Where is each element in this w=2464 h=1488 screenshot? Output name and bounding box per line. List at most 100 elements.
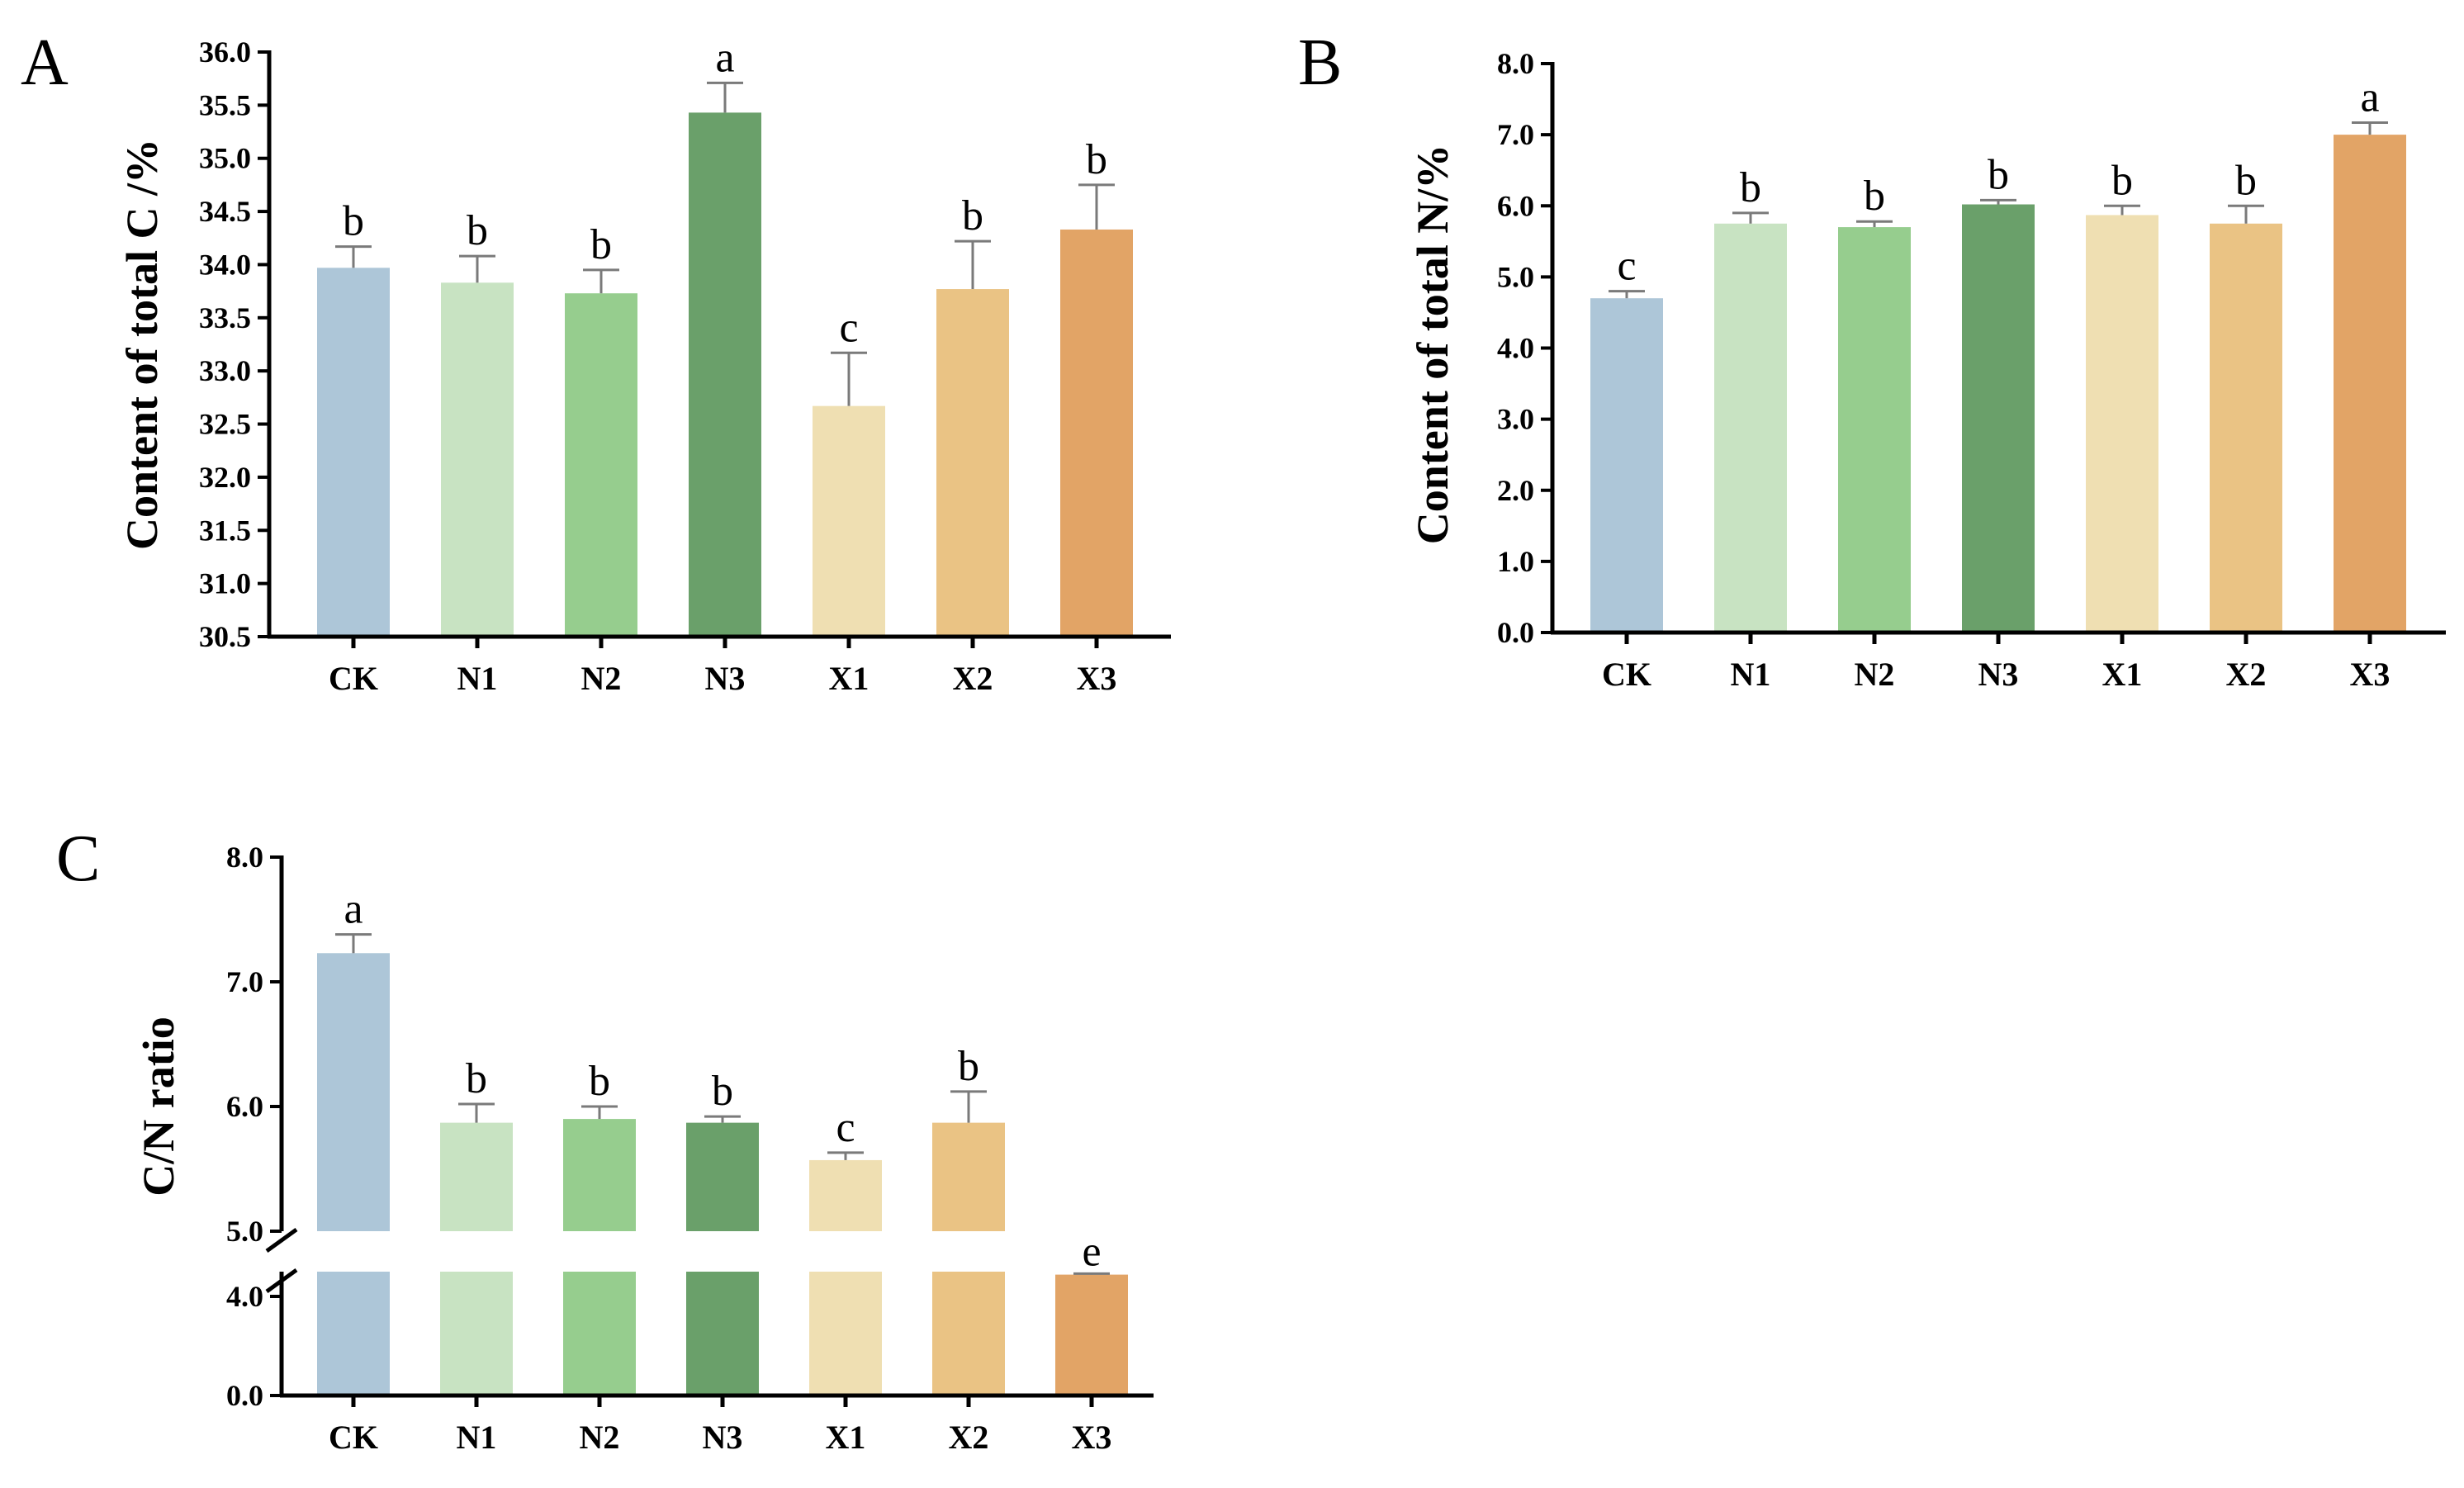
panel-a-xtick-label-0: CK — [329, 660, 378, 697]
panel-b-bar-1 — [1714, 223, 1787, 633]
panel-a-ylabel: Content of total C /% — [117, 139, 167, 550]
panel-b-sig-letter-4: b — [2111, 157, 2133, 204]
panel-a-xtick-label-2: N2 — [581, 660, 622, 697]
panel-a-xtick-label-4: X1 — [829, 660, 870, 697]
panel-c-sig-letter-5: b — [958, 1043, 979, 1090]
panel-b-ytick-label-6: 6.0 — [1497, 189, 1534, 222]
panel-c-bar-lower-2 — [563, 1272, 636, 1396]
panel-c-ytick-label-1: 4.0 — [226, 1280, 263, 1313]
panel-a-sig-letter-3: a — [715, 34, 734, 81]
panel-b-bar-4 — [2086, 215, 2158, 633]
panel-b-xtick-label-6: X3 — [2350, 656, 2391, 693]
panel-a-bar-3 — [689, 112, 761, 637]
panel-b-sig-letter-5: b — [2235, 157, 2257, 204]
panel-b-ytick-label-4: 4.0 — [1497, 332, 1534, 365]
panel-b-ytick-label-3: 3.0 — [1497, 403, 1534, 436]
panel-c-xtick-label-5: X2 — [949, 1419, 989, 1456]
panel-b-xtick-label-0: CK — [1602, 656, 1651, 693]
panel-a-ytick-label-7: 34.0 — [199, 248, 251, 281]
panel-a-ytick-label-0: 30.5 — [199, 620, 251, 653]
panel-a-xtick-label-5: X2 — [953, 660, 993, 697]
panel-a-sig-letter-5: b — [962, 192, 983, 239]
panel-letter-a: A — [21, 26, 69, 99]
panel-c-ytick-label-4: 7.0 — [226, 965, 263, 998]
panel-b-xtick-label-3: N3 — [1978, 656, 2019, 693]
panel-c-sig-letter-1: b — [466, 1055, 487, 1102]
panel-b-sig-letter-2: b — [1864, 173, 1885, 220]
panel-a-sig-letter-6: b — [1086, 136, 1107, 183]
panel-a-ytick-label-5: 33.0 — [199, 354, 251, 387]
panel-b-xtick-label-1: N1 — [1731, 656, 1771, 693]
panel-c-bar-upper-5 — [932, 1122, 1005, 1231]
panel-b-ytick-label-1: 1.0 — [1497, 545, 1534, 578]
panel-a-bar-4 — [813, 405, 885, 637]
panel-c-bar-upper-0 — [317, 953, 390, 1231]
panel-c-bar-upper-3 — [686, 1122, 759, 1231]
panel-c-sig-letter-3: b — [712, 1068, 733, 1115]
panel-a-sig-letter-2: b — [590, 221, 612, 268]
panel-b-ytick-label-5: 5.0 — [1497, 260, 1534, 293]
panel-a-ytick-label-4: 32.5 — [199, 408, 251, 441]
panel-b-ytick-label-7: 7.0 — [1497, 118, 1534, 151]
panel-a-ytick-label-11: 36.0 — [199, 36, 251, 69]
panel-a-ytick-label-2: 31.5 — [199, 514, 251, 547]
panel-a-ytick-label-10: 35.5 — [199, 88, 251, 121]
panel-b-sig-letter-0: c — [1617, 243, 1636, 290]
panel-c-ytick-label-3: 6.0 — [226, 1090, 263, 1123]
panel-c-xtick-label-1: N1 — [457, 1419, 497, 1456]
panel-b-bar-6 — [2334, 135, 2406, 633]
panel-c-xtick-label-3: N3 — [703, 1419, 743, 1456]
panel-b-bar-3 — [1962, 204, 2035, 633]
panel-c-bar-lower-1 — [440, 1272, 513, 1396]
panel-c-xtick-label-0: CK — [329, 1419, 378, 1456]
panel-b-xtick-label-2: N2 — [1855, 656, 1895, 693]
panel-a-bar-0 — [317, 268, 390, 637]
panel-a-ytick-label-1: 31.0 — [199, 567, 251, 600]
panel-a-bar-2 — [565, 293, 637, 637]
panel-c-plot: a CK b N1 b N2 b N3 c X1 b X2 e X3 0.0 4.0 5.0 6.0 7.0 8.0 — [226, 841, 1154, 1456]
panel-a-xtick-label-3: N3 — [705, 660, 746, 697]
panel-b-xtick-label-5: X2 — [2226, 656, 2267, 693]
panel-a-bar-6 — [1060, 229, 1133, 637]
panel-a-bar-1 — [441, 282, 514, 637]
panel-a-ytick-label-3: 32.0 — [199, 461, 251, 494]
panel-a-bar-5 — [936, 289, 1009, 637]
panel-c-xtick-label-4: X1 — [826, 1419, 866, 1456]
panel-b-ylabel: Content of total N/% — [1408, 145, 1457, 544]
panel-b-sig-letter-1: b — [1740, 164, 1761, 211]
panel-a-ytick-label-8: 34.5 — [199, 195, 251, 228]
panel-letter-c: C — [56, 822, 100, 895]
panel-b-ytick-label-2: 2.0 — [1497, 474, 1534, 507]
panel-c-sig-letter-4: c — [836, 1104, 855, 1151]
panel-c-bar-upper-2 — [563, 1119, 636, 1231]
panel-c-bar-lower-4 — [809, 1272, 882, 1396]
panel-c-sig-letter-6: e — [1082, 1228, 1101, 1275]
panel-c-ytick-label-2: 5.0 — [226, 1215, 263, 1248]
panel-c-xtick-label-6: X3 — [1072, 1419, 1112, 1456]
panel-a-xtick-label-6: X3 — [1077, 660, 1117, 697]
panel-c-xtick-label-2: N2 — [580, 1419, 620, 1456]
panel-c-ytick-label-0: 0.0 — [226, 1379, 263, 1412]
panel-a-sig-letter-4: c — [839, 304, 858, 351]
panel-a-ytick-label-6: 33.5 — [199, 301, 251, 334]
panel-b-sig-letter-6: a — [2360, 73, 2379, 121]
panel-c-bar-6 — [1055, 1274, 1128, 1396]
panel-b-bar-5 — [2210, 223, 2282, 633]
panel-a-sig-letter-0: b — [343, 198, 364, 245]
panel-b-bar-0 — [1590, 298, 1663, 633]
panel-c-bar-upper-1 — [440, 1122, 513, 1231]
panel-a-ytick-label-9: 35.0 — [199, 142, 251, 175]
panel-letter-b: B — [1298, 26, 1342, 99]
panel-c-sig-letter-0: a — [344, 886, 362, 933]
panel-b-sig-letter-3: b — [1988, 151, 2009, 198]
panel-b-xtick-label-4: X1 — [2102, 656, 2143, 693]
panel-a-sig-letter-1: b — [467, 207, 488, 254]
panel-c-ytick-label-5: 8.0 — [226, 841, 263, 874]
panel-a-xtick-label-1: N1 — [457, 660, 498, 697]
panel-c-bar-lower-3 — [686, 1272, 759, 1396]
panel-c-bar-lower-5 — [932, 1272, 1005, 1396]
panel-c-ylabel: C/N ratio — [134, 1016, 183, 1196]
panel-c-axis-break-mark-lower — [265, 1268, 298, 1294]
panel-c-bar-upper-4 — [809, 1159, 882, 1231]
